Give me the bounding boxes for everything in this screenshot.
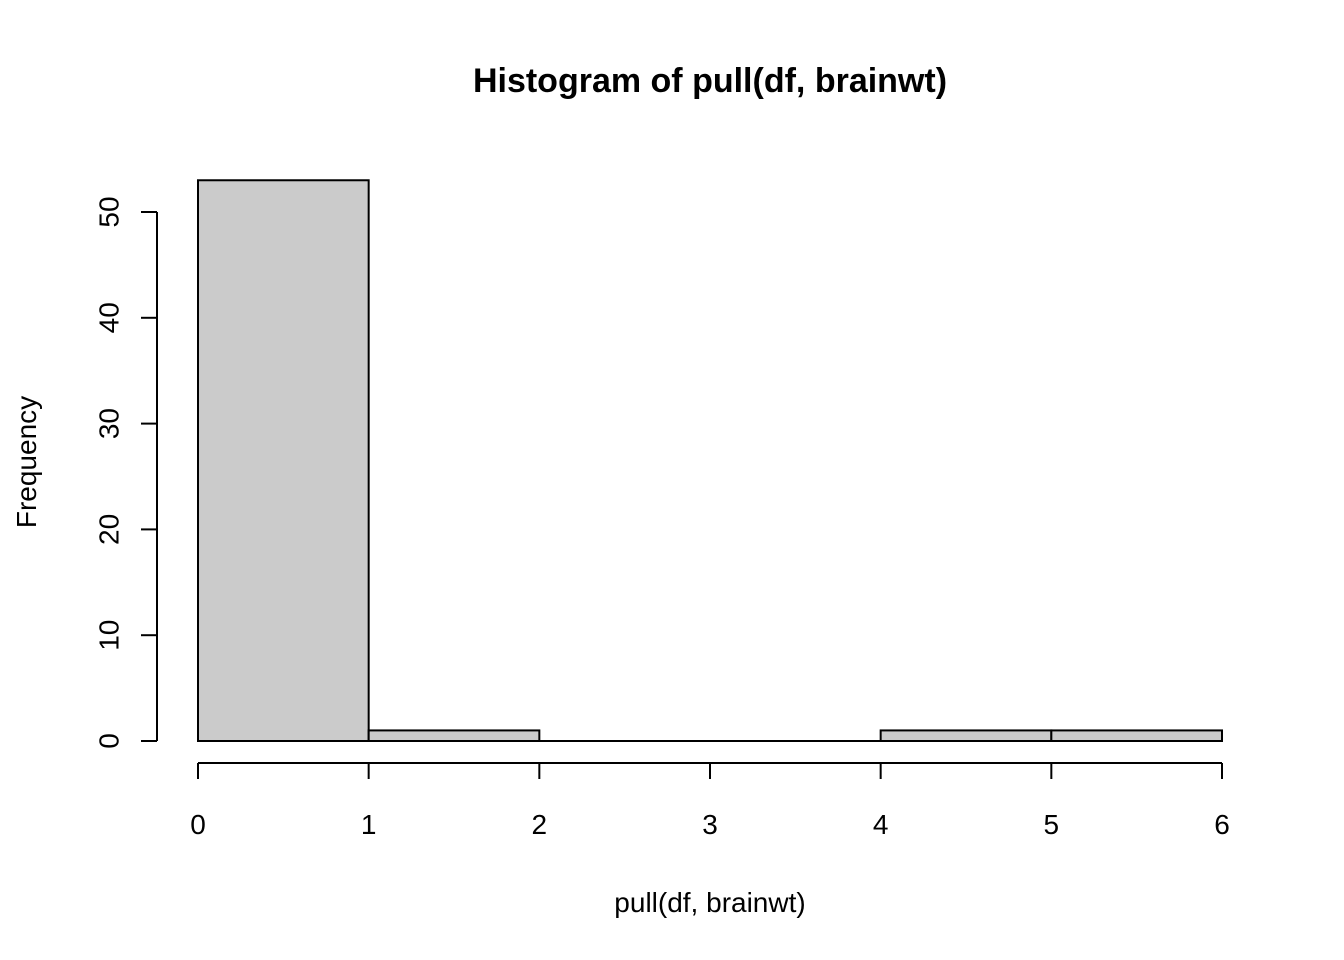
x-axis: 0 1 2 3 4 5 6 bbox=[190, 762, 1230, 840]
x-tick-label-4: 4 bbox=[873, 809, 889, 840]
chart-title: Histogram of pull(df, brainwt) bbox=[473, 62, 947, 100]
histogram-bar-5 bbox=[1050, 729, 1224, 742]
y-tick-label-0: 0 bbox=[94, 733, 125, 749]
y-tick-label-5: 50 bbox=[94, 196, 125, 227]
y-tick-label-1: 10 bbox=[94, 620, 125, 651]
y-axis-label: Frequency bbox=[11, 396, 42, 528]
x-tick-label-0: 0 bbox=[190, 809, 206, 840]
y-tick-label-2: 20 bbox=[94, 514, 125, 545]
x-tick-label-6: 6 bbox=[1214, 809, 1230, 840]
histogram-bar-4 bbox=[879, 729, 1053, 742]
x-tick-label-1: 1 bbox=[361, 809, 377, 840]
y-tick-label-3: 30 bbox=[94, 408, 125, 439]
x-tick-label-2: 2 bbox=[532, 809, 548, 840]
histogram-bar-0 bbox=[197, 179, 370, 742]
x-tick-label-5: 5 bbox=[1044, 809, 1060, 840]
x-tick-label-3: 3 bbox=[702, 809, 718, 840]
y-tick-label-4: 40 bbox=[94, 302, 125, 333]
histogram-bar-1 bbox=[367, 729, 541, 742]
x-axis-label: pull(df, brainwt) bbox=[614, 887, 805, 918]
bars-group bbox=[197, 179, 1224, 742]
y-axis: 0 10 20 30 40 50 bbox=[94, 196, 158, 749]
